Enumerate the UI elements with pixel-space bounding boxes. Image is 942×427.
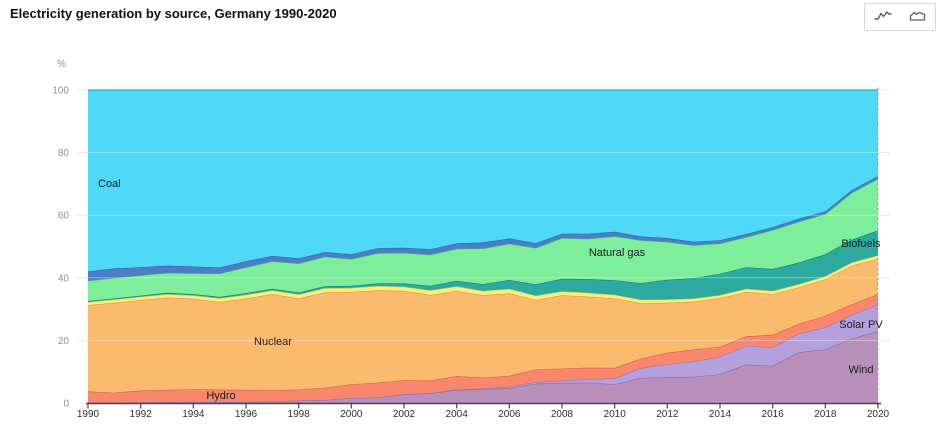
x-axis-label: 2012 (656, 409, 679, 420)
area-biofuels[interactable] (88, 230, 878, 302)
x-axis-label: 2014 (709, 409, 732, 420)
x-axis-label: 2002 (393, 409, 416, 420)
series-label-hydro: Hydro (206, 390, 235, 402)
chart-type-toggle (864, 3, 936, 31)
x-axis-label: 2010 (604, 409, 627, 420)
area-oil[interactable] (88, 176, 878, 281)
y-axis-label: 0 (63, 399, 69, 410)
x-axis-label: 2020 (867, 409, 890, 420)
series-label-wind: Wind (848, 364, 873, 376)
x-axis-label: 1998 (288, 409, 311, 420)
line-chart-button[interactable] (868, 5, 898, 29)
y-axis-label: 20 (58, 336, 70, 347)
x-axis-label: 1994 (182, 409, 205, 420)
area-wind[interactable] (88, 331, 878, 403)
stacked-area-chart-button[interactable] (903, 5, 933, 29)
x-axis-label: 2018 (814, 409, 837, 420)
y-axis-label: 60 (58, 211, 70, 222)
chart-title: Electricity generation by source, German… (10, 6, 337, 21)
area-hydro[interactable] (88, 294, 878, 403)
area-chart-icon (909, 9, 927, 26)
area-coal[interactable] (88, 90, 878, 272)
x-axis-label: 1996 (235, 409, 258, 420)
y-axis-unit-label: % (57, 59, 66, 70)
area-nuclear[interactable] (88, 258, 878, 393)
y-axis-label: 40 (58, 273, 70, 284)
series-label-natural-gas: Natural gas (589, 247, 646, 259)
x-axis-label: 2016 (762, 409, 785, 420)
series-label-coal: Coal (98, 178, 121, 190)
x-axis-label: 2008 (551, 409, 574, 420)
series-label-biofuels: Biofuels (841, 238, 881, 250)
y-axis-label: 80 (58, 148, 70, 159)
x-axis-label: 1990 (77, 409, 100, 420)
y-axis-label: 100 (52, 86, 69, 97)
series-label-solar-pv: Solar PV (839, 319, 883, 331)
series-label-nuclear: Nuclear (254, 336, 292, 348)
x-axis-label: 2000 (340, 409, 363, 420)
area-natural-gas[interactable] (88, 178, 878, 301)
x-axis-label: 2004 (446, 409, 469, 420)
line-chart-icon (873, 9, 892, 26)
x-axis-label: 1992 (130, 409, 153, 420)
x-axis-label: 2006 (498, 409, 521, 420)
